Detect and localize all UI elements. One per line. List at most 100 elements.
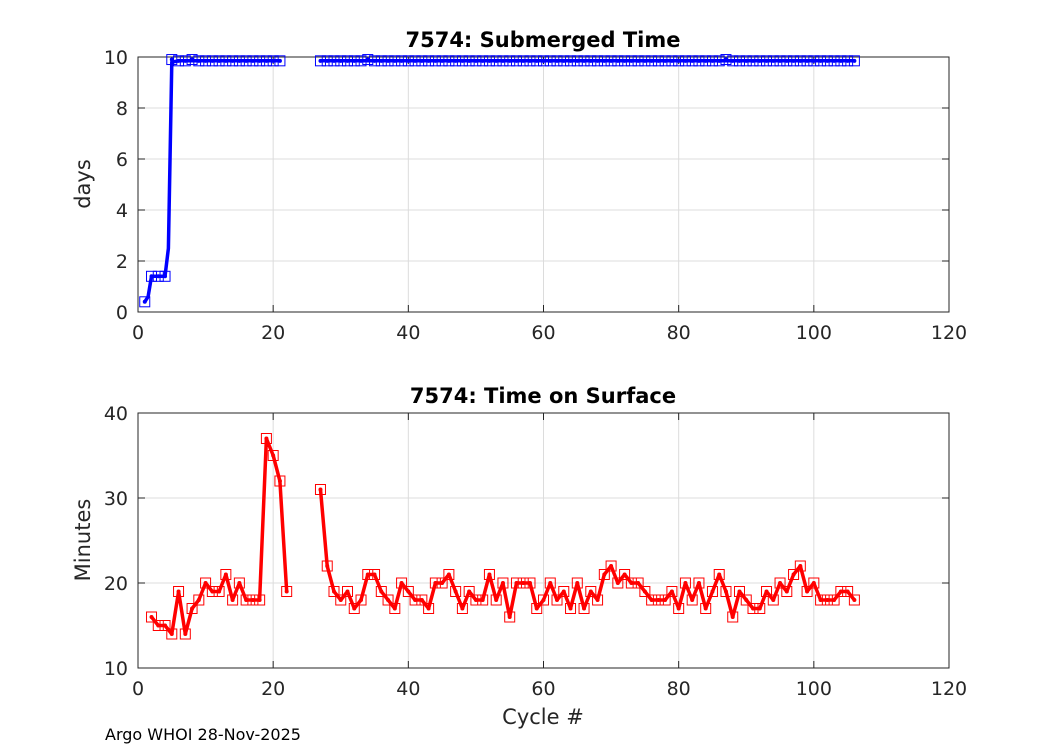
top-data-dot [372, 58, 377, 63]
top-data-point-marker [355, 55, 367, 67]
top-data-dot [642, 58, 647, 63]
top-data-dot [521, 58, 526, 63]
bottom-data-dot [723, 589, 728, 594]
top-data-dot [778, 58, 783, 63]
top-data-dot [771, 58, 776, 63]
top-data-dot [602, 58, 607, 63]
top-data-dot [183, 58, 188, 63]
bottom-data-dot [832, 598, 837, 602]
bottom-data-dot [730, 615, 735, 619]
top-data-dot [419, 58, 424, 63]
top-data-dot [277, 58, 282, 63]
bottom-data-dot [717, 572, 722, 577]
footer-credit: Argo WHOI 28-Nov-2025 [105, 725, 301, 744]
bottom-data-dot [331, 589, 336, 594]
bottom-data-point-marker [706, 586, 718, 597]
bottom-data-dot [446, 572, 451, 577]
top-series [139, 54, 860, 308]
bottom-data-point-marker [267, 450, 279, 461]
bottom-x-tick-label: 60 [531, 678, 555, 700]
bottom-data-dot [751, 606, 756, 611]
bottom-data-point-marker [463, 586, 475, 597]
bottom-data-point-marker [321, 560, 333, 572]
top-data-dot [413, 58, 418, 63]
top-data-dot [217, 58, 222, 63]
top-data-dot [142, 299, 147, 304]
bottom-data-dot [548, 581, 553, 585]
bottom-data-dot [183, 632, 188, 636]
bottom-data-dot [406, 589, 411, 594]
top-data-dot [690, 58, 695, 63]
bottom-data-dot [615, 581, 620, 585]
bottom-data-dot [527, 581, 532, 585]
top-data-dot [223, 58, 228, 63]
top-data-dot [852, 58, 857, 63]
bottom-data-point-marker [679, 577, 691, 589]
bottom-x-axis-label: Cycle # [502, 705, 584, 729]
bottom-data-dot [325, 564, 330, 568]
top-data-dot [386, 58, 391, 63]
bottom-data-point-marker [565, 603, 577, 614]
bottom-data-point-marker [828, 594, 840, 606]
top-data-dot [203, 58, 208, 63]
top-data-dot [541, 58, 546, 63]
bottom-data-point-marker [700, 603, 712, 614]
top-data-point-marker [179, 55, 191, 67]
bottom-data-point-marker [314, 484, 326, 495]
top-data-dot [460, 58, 465, 63]
bottom-data-dot [264, 436, 269, 441]
bottom-data-point-marker [619, 569, 631, 580]
bottom-data-dot [345, 589, 350, 594]
top-data-dot [609, 58, 614, 63]
bottom-y-tick-label: 40 [104, 403, 128, 425]
bottom-data-point-marker [200, 577, 212, 589]
top-x-tick-label: 0 [132, 322, 144, 344]
top-data-dot [379, 58, 384, 63]
top-data-dot [196, 58, 201, 63]
bottom-data-dot [805, 589, 810, 594]
bottom-data-point-marker [416, 594, 428, 606]
top-data-dot [318, 58, 323, 63]
top-data-dot [798, 58, 803, 63]
bottom-data-point-marker [186, 603, 198, 614]
top-data-dot [588, 58, 593, 63]
bottom-data-point-marker [754, 603, 766, 614]
bottom-data-dot [669, 589, 674, 594]
bottom-data-point-marker [693, 577, 705, 589]
bottom-data-point-marker [179, 628, 191, 640]
top-gridlines [138, 57, 949, 312]
bottom-data-point-marker [551, 594, 563, 606]
top-chart-title: 7574: Submerged Time [405, 28, 680, 52]
top-data-dot [257, 58, 262, 63]
bottom-y-tick-label: 30 [104, 488, 128, 510]
bottom-data-dot [169, 632, 174, 636]
bottom-data-point-marker [483, 569, 495, 580]
bottom-data-dot [609, 564, 614, 568]
top-data-dot [751, 58, 756, 63]
bottom-data-point-marker [632, 577, 644, 589]
bottom-data-dot [838, 589, 843, 594]
bottom-data-dot [778, 581, 783, 585]
bottom-data-point-marker [659, 594, 671, 606]
top-data-dot [500, 58, 505, 63]
top-data-dot [264, 58, 269, 63]
bottom-data-dot [534, 606, 539, 611]
top-data-point-marker [848, 55, 860, 67]
bottom-data-point-marker [146, 611, 158, 623]
bottom-data-dot [582, 606, 587, 611]
top-data-dot [811, 58, 816, 63]
bottom-data-point-marker [801, 586, 813, 597]
bottom-data-dot [480, 598, 485, 602]
bottom-data-dot [575, 581, 580, 585]
bottom-data-point-marker [713, 569, 725, 580]
bottom-data-point-marker [727, 611, 739, 623]
bottom-data-point-marker [842, 586, 854, 597]
top-data-dot [480, 58, 485, 63]
top-data-dot [622, 58, 627, 63]
bottom-data-dot [568, 606, 573, 611]
top-x-tick-label: 60 [531, 322, 555, 344]
bottom-data-point-marker [423, 603, 435, 614]
bottom-y-tick-label: 10 [104, 658, 128, 680]
top-y-axis-label: days [71, 159, 95, 209]
